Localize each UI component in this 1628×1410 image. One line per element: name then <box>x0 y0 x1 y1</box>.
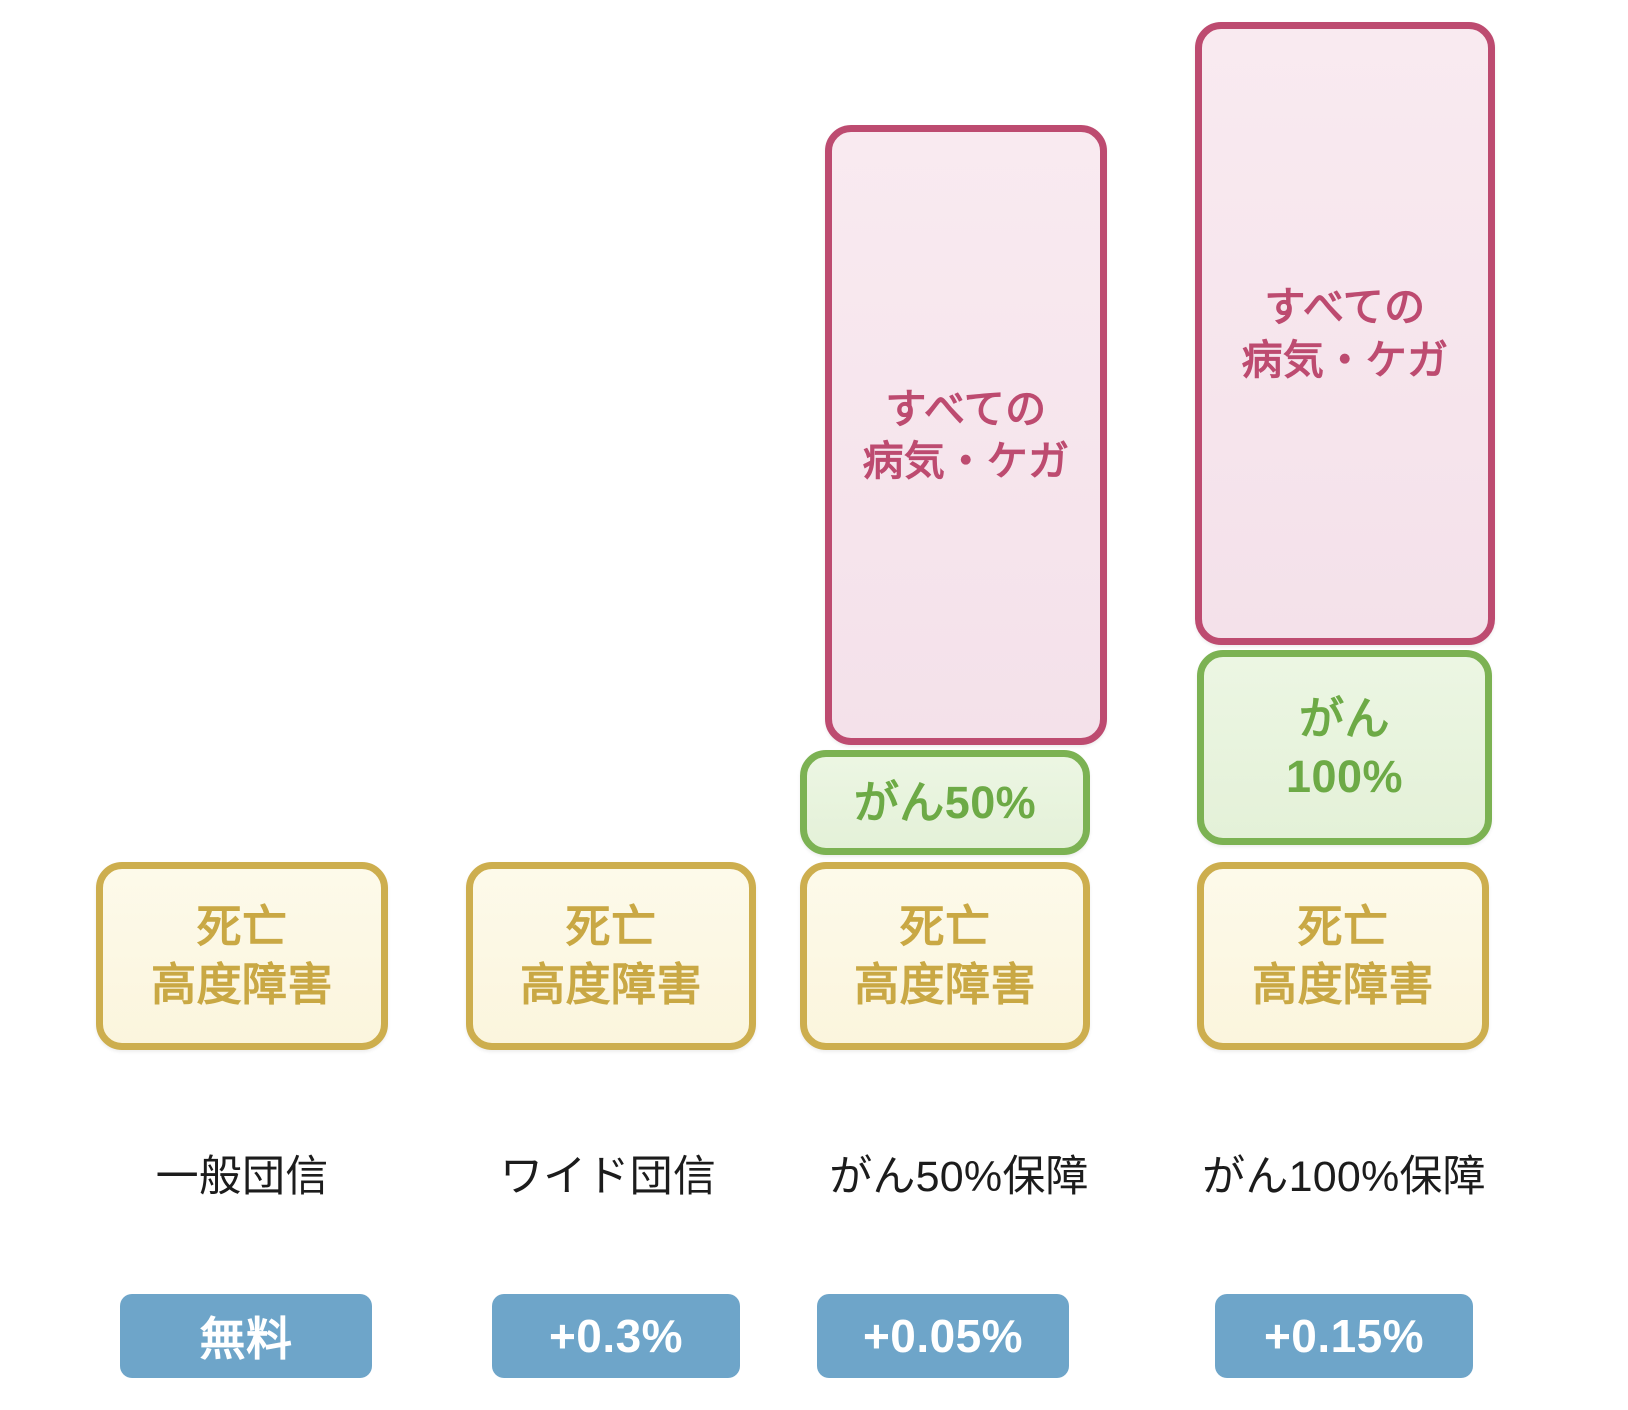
coverage-box-cancer: がん50% <box>800 750 1090 855</box>
rate-badge: +0.05% <box>817 1294 1069 1378</box>
plan-name-label: 一般団信 <box>155 1153 329 1201</box>
plan-column-wide-danshin: 死亡 高度障害 ワイド団信 +0.3% <box>366 0 850 1410</box>
plan-name-label: ワイド団信 <box>499 1153 717 1201</box>
rate-badge: +0.15% <box>1215 1294 1473 1378</box>
rate-badge: +0.3% <box>492 1294 740 1378</box>
coverage-box-death: 死亡 高度障害 <box>96 862 388 1050</box>
coverage-box-death: 死亡 高度障害 <box>466 862 756 1050</box>
plan-column-gan-100: すべての 病気・ケガ がん 100% 死亡 高度障害 がん100%保障 +0.1… <box>1102 0 1586 1410</box>
coverage-box-label: 死亡 高度障害 <box>151 901 333 1010</box>
coverage-box-label: 死亡 高度障害 <box>1252 901 1434 1010</box>
coverage-box-label: 死亡 高度障害 <box>854 901 1036 1010</box>
coverage-box-label: すべての 病気・ケガ <box>862 385 1070 484</box>
plan-name-label: がん50%保障 <box>829 1153 1089 1201</box>
coverage-box-death: 死亡 高度障害 <box>1197 862 1489 1050</box>
coverage-box-label: すべての 病気・ケガ <box>1241 284 1449 383</box>
coverage-box-label: がん 100% <box>1286 692 1403 802</box>
coverage-box-death: 死亡 高度障害 <box>800 862 1090 1050</box>
coverage-box-all-illness: すべての 病気・ケガ <box>825 125 1107 745</box>
plan-column-gan-50: すべての 病気・ケガ がん50% 死亡 高度障害 がん50%保障 +0.05% <box>725 0 1209 1410</box>
rate-badge: 無料 <box>120 1294 372 1378</box>
coverage-box-all-illness: すべての 病気・ケガ <box>1195 22 1495 645</box>
coverage-box-label: がん50% <box>853 776 1037 828</box>
coverage-box-label: 死亡 高度障害 <box>520 901 702 1010</box>
plan-name-label: がん100%保障 <box>1202 1153 1486 1201</box>
plan-column-ippan-danshin: 死亡 高度障害 一般団信 無料 <box>0 0 484 1410</box>
coverage-box-cancer: がん 100% <box>1197 650 1492 845</box>
